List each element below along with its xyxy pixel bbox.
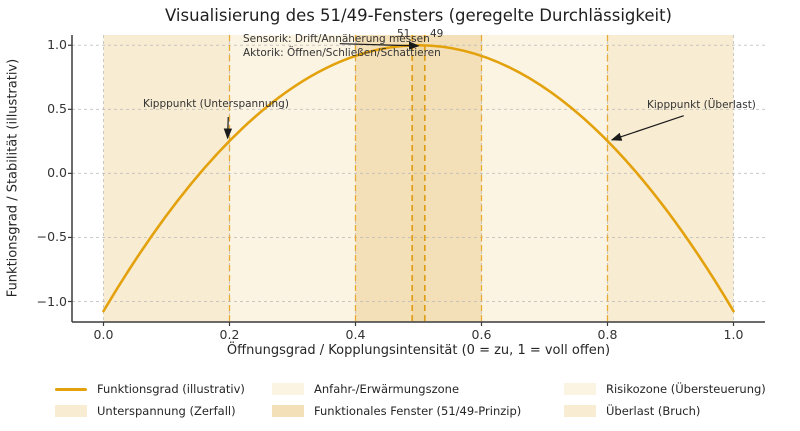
legend-item-ueberlast: Überlast (Bruch): [564, 400, 766, 422]
legend-column-1: Funktionsgrad (illustrativ) Unterspannun…: [55, 378, 245, 422]
zone-band: [607, 35, 734, 322]
legend-patch-swatch: [272, 405, 304, 417]
legend-item-unterspannung: Unterspannung (Zerfall): [55, 400, 245, 422]
legend-line-swatch: [55, 387, 87, 391]
label-51: 51: [397, 28, 411, 40]
annotation-arrow: [339, 41, 420, 50]
y-tick-label: 0.0: [47, 165, 67, 181]
sensorik-aktorik-annotation: Sensorik: Drift/Annäherung messen Aktori…: [243, 33, 441, 60]
x-tick-label: 0.4: [345, 327, 366, 342]
legend-label: Funktionales Fenster (51/49-Prinzip): [314, 404, 522, 418]
legend-patch-swatch: [55, 405, 87, 417]
legend-patch-swatch: [564, 405, 596, 417]
annotation-arrow: [223, 116, 233, 140]
legend-column-2: Anfahr-/Erwärmungszone Funktionales Fens…: [272, 378, 521, 422]
y-tick-label: 1.0: [47, 37, 67, 53]
x-tick-label: 0.6: [471, 327, 492, 342]
legend-label: Überlast (Bruch): [606, 404, 701, 418]
kipppunkt-ueberlast-annotation: Kipppunkt (Überlast): [647, 99, 756, 111]
kipppunkt-unterspannung-annotation: Kipppunkt (Unterspannung): [143, 98, 289, 110]
aktorik-annotation-line: Aktorik: Öffnen/Schließen/Schattieren: [243, 46, 441, 59]
label-49: 49: [430, 28, 444, 40]
legend-patch-swatch: [564, 383, 596, 395]
legend-item-risikozone: Risikozone (Übersteuerung): [564, 378, 766, 400]
legend-patch-swatch: [272, 383, 304, 395]
x-tick-label: 1.0: [723, 327, 744, 342]
legend-item-funktionales-fenster: Funktionales Fenster (51/49-Prinzip): [272, 400, 521, 422]
legend-column-3: Risikozone (Übersteuerung) Überlast (Bru…: [564, 378, 766, 422]
legend-label: Risikozone (Übersteuerung): [606, 382, 766, 396]
legend-item-anfahrzone: Anfahr-/Erwärmungszone: [272, 378, 521, 400]
legend-label: Unterspannung (Zerfall): [97, 404, 236, 418]
y-tick-label: −0.5: [36, 229, 67, 245]
legend: Funktionsgrad (illustrativ) Unterspannun…: [0, 378, 800, 426]
zone-band: [103, 35, 230, 322]
zone-band: [412, 35, 425, 322]
y-tick-label: −1.0: [36, 293, 67, 309]
legend-label: Funktionsgrad (illustrativ): [97, 382, 245, 396]
annotation-arrow: [610, 115, 684, 141]
x-tick-label: 0.8: [597, 327, 618, 342]
x-tick-label: 0.2: [219, 327, 240, 342]
legend-item-funktionsgrad: Funktionsgrad (illustrativ): [55, 378, 245, 400]
chart-title: Visualisierung des 51/49-Fensters (gereg…: [165, 6, 672, 25]
x-tick-label: 0.0: [93, 327, 114, 342]
zone-band: [229, 35, 356, 322]
zone-band: [481, 35, 608, 322]
legend-label: Anfahr-/Erwärmungszone: [314, 382, 460, 396]
x-axis-label: Öffnungsgrad / Kopplungsintensität (0 = …: [226, 343, 611, 358]
y-tick-label: 0.5: [47, 101, 67, 117]
sensorik-annotation-line: Sensorik: Drift/Annäherung messen: [243, 33, 430, 45]
